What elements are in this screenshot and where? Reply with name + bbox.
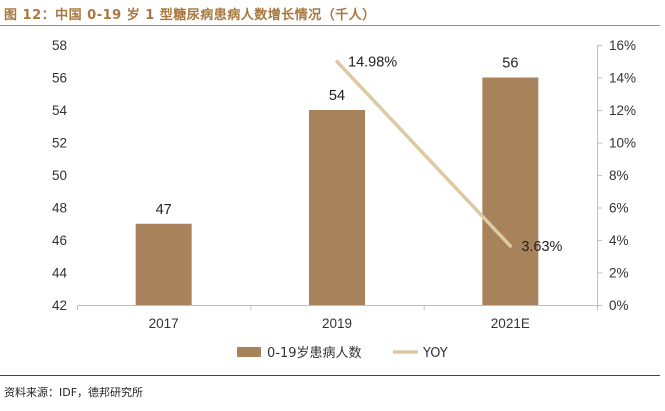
left-y-tick-label: 50 [52,168,67,183]
left-y-tick-label: 48 [52,201,67,216]
left-y-tick-label: 54 [52,103,68,118]
left-y-tick-label: 46 [52,233,67,248]
left-y-tick-label: 44 [52,266,68,281]
left-y-tick-label: 52 [52,136,67,151]
x-tick-label: 2017 [149,316,179,331]
right-y-tick-label: 0% [609,298,629,313]
right-y-tick-label: 14% [609,71,636,86]
legend-label-bar: 0-19岁患病人数 [267,346,362,361]
right-y-tick-label: 6% [609,201,629,216]
left-y-tick-label: 58 [52,38,67,53]
yoy-data-label: 3.63% [521,239,562,255]
x-tick-label: 2021E [491,316,530,331]
bar-data-label: 56 [502,56,518,72]
yoy-data-label: 14.98% [348,55,397,71]
left-y-tick-label: 42 [52,298,67,313]
footer-divider [0,375,660,376]
figure-title: 图 12：中国 0-19 岁 1 型糖尿病患病人数增长情况（千人） [4,8,376,23]
right-y-tick-label: 12% [609,103,636,118]
chart: 42 44 46 48 50 52 54 56 58 0% 2% 4% 6% 8% 10% 12% 14% 16%… [52,38,636,361]
right-y-tick-label: 16% [609,38,636,53]
bar-data-label: 54 [329,88,345,104]
right-y-tick-label: 2% [609,266,629,281]
legend-swatch-bar [237,347,261,357]
bar-data-label: 47 [156,202,172,218]
right-y-tick-label: 10% [609,136,636,151]
bar [482,77,539,305]
bar [309,110,365,305]
yoy-line [335,59,513,248]
left-y-tick-label: 56 [52,71,67,86]
x-tick-label: 2019 [322,316,352,331]
legend-label-line: YOY [422,346,448,361]
bar [135,223,192,305]
right-y-tick-label: 8% [609,168,629,183]
title-divider [0,25,660,26]
right-y-tick-label: 4% [609,233,629,248]
source-note: 资料来源：IDF，德邦研究所 [4,386,144,399]
